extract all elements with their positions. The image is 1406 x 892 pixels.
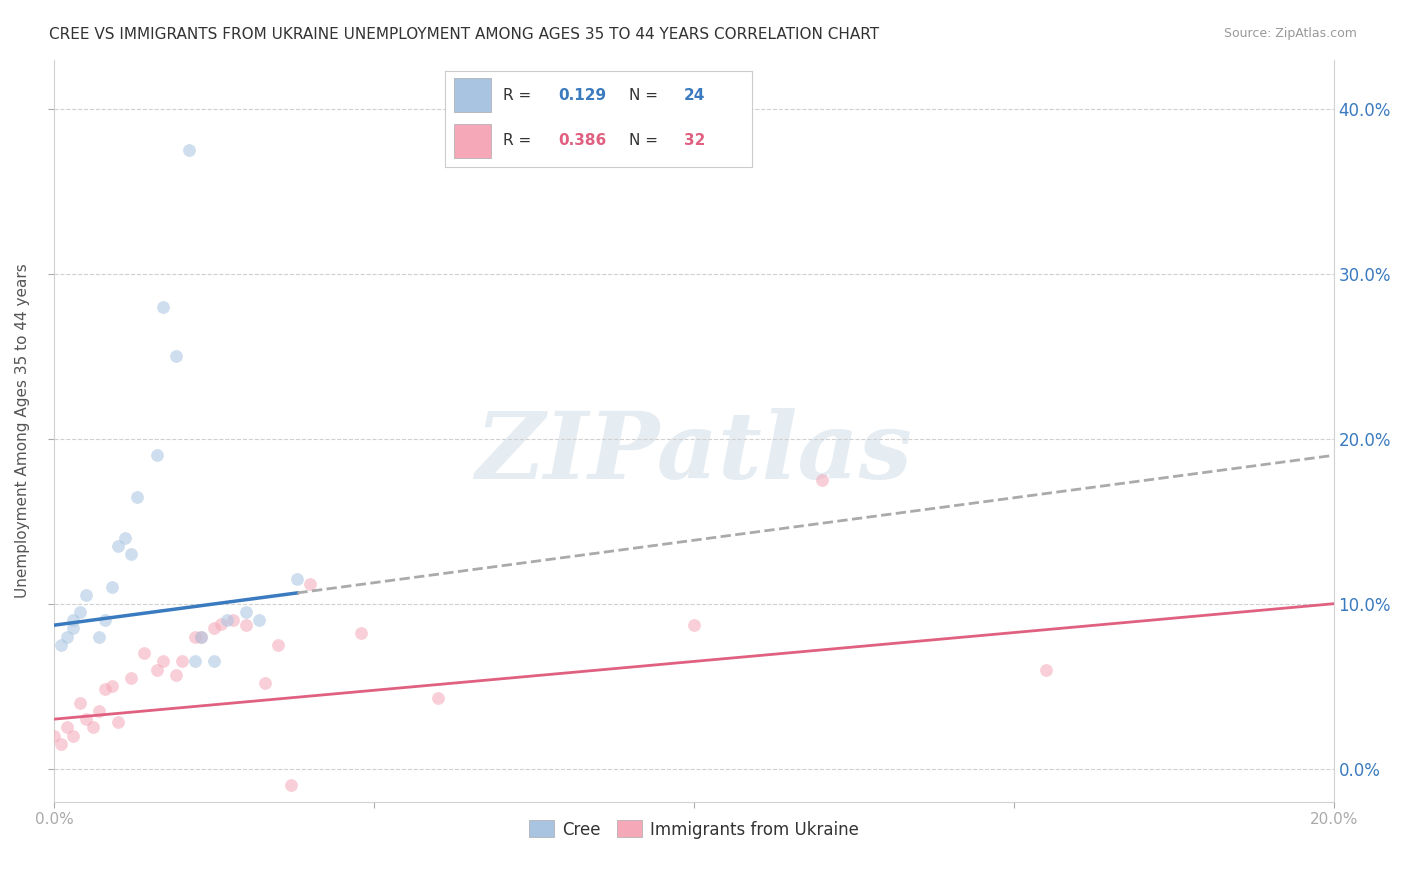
Point <box>184 630 207 644</box>
Text: ZIPatlas: ZIPatlas <box>475 408 912 498</box>
Point <box>222 613 245 627</box>
Point <box>44 729 66 743</box>
Point <box>1035 663 1057 677</box>
Point <box>235 618 257 632</box>
Point <box>235 605 257 619</box>
Point <box>427 690 450 705</box>
Y-axis label: Unemployment Among Ages 35 to 44 years: Unemployment Among Ages 35 to 44 years <box>15 263 30 598</box>
Point <box>132 646 155 660</box>
Point <box>215 613 238 627</box>
Point <box>62 729 84 743</box>
Point <box>101 679 124 693</box>
Point <box>127 490 149 504</box>
Point <box>165 667 187 681</box>
Point <box>114 531 136 545</box>
Point <box>280 778 302 792</box>
Point <box>62 613 84 627</box>
Point <box>75 712 97 726</box>
Point <box>62 622 84 636</box>
Point <box>145 663 167 677</box>
Point <box>287 572 309 586</box>
Text: Source: ZipAtlas.com: Source: ZipAtlas.com <box>1223 27 1357 40</box>
Point <box>145 448 167 462</box>
Point <box>120 547 142 561</box>
Point <box>350 626 373 640</box>
Point <box>87 704 110 718</box>
Legend: Cree, Immigrants from Ukraine: Cree, Immigrants from Ukraine <box>522 814 866 846</box>
Point <box>254 676 277 690</box>
Text: CREE VS IMMIGRANTS FROM UKRAINE UNEMPLOYMENT AMONG AGES 35 TO 44 YEARS CORRELATI: CREE VS IMMIGRANTS FROM UKRAINE UNEMPLOY… <box>49 27 879 42</box>
Point <box>172 655 194 669</box>
Point <box>190 630 212 644</box>
Point <box>94 682 117 697</box>
Point <box>94 613 117 627</box>
Point <box>87 630 110 644</box>
Point <box>75 589 97 603</box>
Point <box>184 655 207 669</box>
Point <box>152 655 174 669</box>
Point <box>120 671 142 685</box>
Point <box>202 622 225 636</box>
Point <box>56 630 79 644</box>
Point <box>69 605 91 619</box>
Point <box>56 720 79 734</box>
Point <box>107 715 129 730</box>
Point <box>49 737 72 751</box>
Point <box>247 613 270 627</box>
Point <box>683 618 706 632</box>
Point <box>202 655 225 669</box>
Point <box>190 630 212 644</box>
Point <box>209 616 232 631</box>
Point <box>165 350 187 364</box>
Point <box>82 720 104 734</box>
Point <box>152 300 174 314</box>
Point <box>177 143 200 157</box>
Point <box>49 638 72 652</box>
Point <box>69 696 91 710</box>
Point <box>107 539 129 553</box>
Point <box>299 577 322 591</box>
Point <box>811 473 834 487</box>
Point <box>101 580 124 594</box>
Point <box>267 638 290 652</box>
